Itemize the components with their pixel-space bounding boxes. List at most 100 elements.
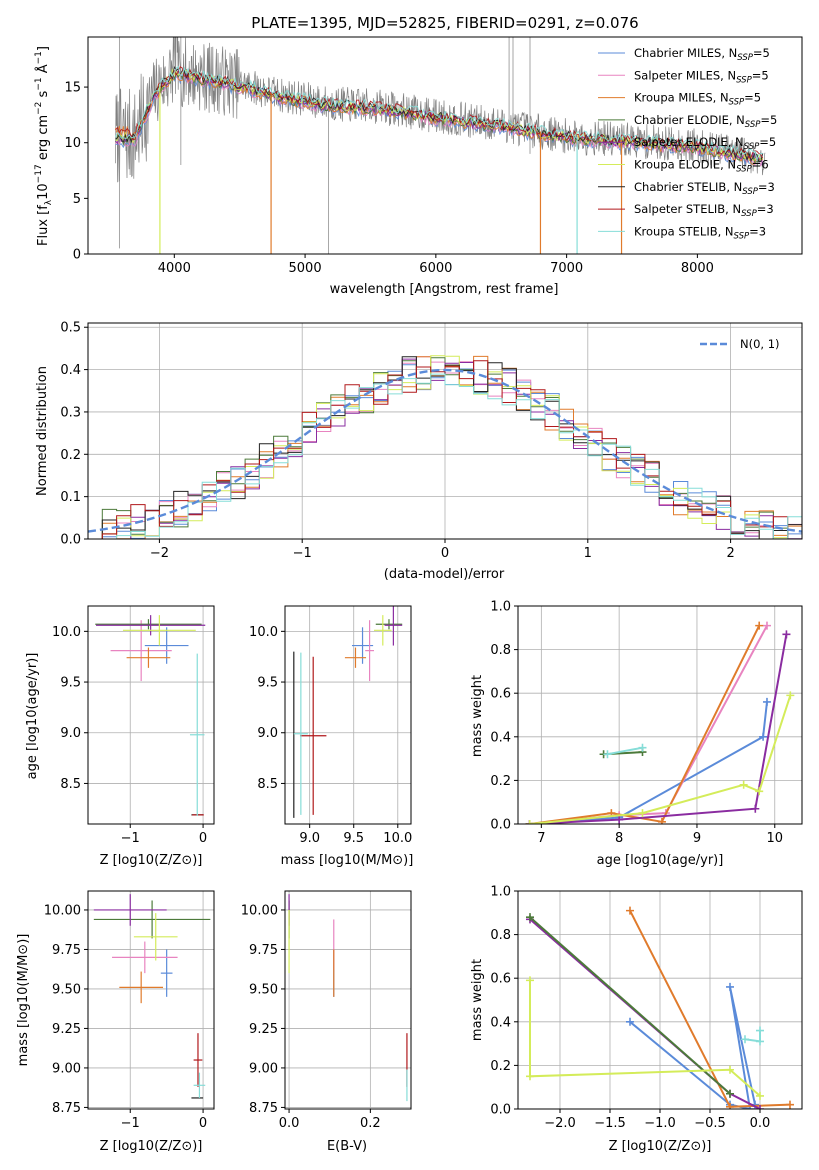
x-axis-label: Z [log10(Z/Z⊙)] (609, 1139, 712, 1154)
y-tick-label: 10.0 (52, 625, 81, 640)
x-tick-label: 9 (693, 831, 701, 846)
series-marker (526, 976, 534, 985)
legend-label-tail: =5 (760, 113, 777, 127)
x-tick-label: −1 (293, 546, 312, 561)
series-marker (786, 691, 795, 700)
series-marker (626, 1017, 634, 1026)
legend-label-tail: =5 (752, 68, 769, 82)
residual-histogram-series (88, 373, 802, 539)
x-tick-label: 2 (726, 546, 734, 561)
model-fit-line (115, 65, 764, 162)
model-fit-line (115, 65, 763, 162)
y-axis-label: mass weight (470, 675, 485, 757)
y-tick-label: 0.2 (490, 1059, 511, 1074)
x-tick-label: −2.0 (544, 1116, 576, 1131)
legend-label-tail: =3 (749, 224, 766, 238)
legend-label-base: Salpeter STELIB, N (634, 202, 741, 216)
legend-label-sub: SSP (734, 231, 750, 241)
x-axis-label: age [log10(age/yr)] (597, 853, 724, 868)
y-tick-label: 10.00 (44, 903, 81, 918)
series-marker (762, 621, 771, 630)
x-tick-label: 10 (766, 831, 783, 846)
x-tick-label: −2 (150, 546, 169, 561)
y-axis-label-part: Å (35, 64, 51, 77)
spectrum-panel: 4000 5000 6000 7000 8000 0 5 10 15 wavelength [An… (34, 36, 803, 297)
y-tick-label: 1.0 (490, 885, 511, 900)
y-axis-label-part: erg cm (36, 115, 51, 164)
mass-weight-vs-metallicity-panel: −2.0 −1.5 −1.0 −0.5 0.0 0.0 0.2 0.4 0.6 0.8 1.0 Z [… (470, 885, 803, 1154)
x-tick-label: 1 (584, 546, 592, 561)
legend-label-base: Chabrier ELODIE, N (634, 113, 745, 127)
axes-frame (87, 36, 803, 255)
legend-label: Salpeter STELIB, NSSP=3 (634, 202, 774, 219)
y-axis-label-part: λ (44, 199, 54, 205)
x-tick-label: 8 (615, 831, 623, 846)
y-tick-label: 9.50 (52, 982, 81, 997)
y-tick-label: 8.5 (257, 777, 278, 792)
legend-label: Salpeter MILES, NSSP=5 (634, 68, 769, 85)
x-tick-label: 7 (537, 831, 545, 846)
x-axis-label: wavelength [Angstrom, rest frame] (330, 282, 559, 297)
legend-label-base: Kroupa MILES, N (634, 91, 729, 105)
x-tick-label: 0 (199, 831, 207, 846)
legend-label-sub: SSP (742, 187, 758, 197)
x-tick-label: 9.5 (343, 831, 364, 846)
x-tick-label: 0.0 (750, 1116, 771, 1131)
y-axis-label-part: Flux [f (36, 205, 51, 246)
series-marker (726, 1102, 734, 1109)
plot-area (526, 906, 794, 1109)
mass-vs-metallicity-panel: −1 0 8.75 9.00 9.25 9.50 9.75 10.00 Z [log10(Z/Z… (16, 890, 215, 1154)
y-tick-label: 0.4 (490, 730, 511, 745)
series-marker (638, 743, 647, 752)
plot-area (93, 894, 211, 1099)
y-tick-label: 0.6 (490, 972, 511, 987)
series-marker (756, 1105, 764, 1109)
grid-lines (285, 891, 411, 1109)
series-marker (759, 732, 768, 741)
legend-label: N(0, 1) (740, 337, 780, 351)
x-tick-label: 0.2 (360, 1116, 381, 1131)
residual-histogram-panel: −2 −1 0 1 2 0.0 0.1 0.2 0.3 0.4 0.5 N(0, 1) (data-mo… (35, 321, 803, 582)
series-marker (755, 621, 764, 630)
y-axis-label-part: ] (36, 46, 51, 51)
y-tick-label: 0.2 (60, 448, 81, 463)
y-tick-label: 0.6 (490, 687, 511, 702)
series-marker (526, 1072, 534, 1081)
plot-area (293, 606, 403, 818)
y-axis-label: Flux [fλ10−17 erg cm−2 s−1 Å−1] (34, 46, 54, 246)
x-axis-label: mass [log10(M/M⊙)] (281, 853, 414, 868)
series-marker (751, 804, 760, 813)
legend-label-tail: =6 (752, 158, 769, 172)
series-marker (726, 1089, 734, 1098)
x-axis-label: E(B-V) (327, 1139, 367, 1154)
series-marker (726, 982, 734, 991)
x-tick-label: 4000 (158, 261, 191, 276)
normal-distribution-curve (88, 368, 802, 533)
legend-label: Kroupa ELODIE, NSSP=6 (634, 158, 769, 175)
legend-label-tail: =5 (753, 46, 770, 60)
x-tick-label: 7000 (550, 261, 583, 276)
y-tick-label: 0.8 (490, 643, 511, 658)
y-tick-label: 8.75 (52, 1101, 81, 1116)
legend-label: Salpeter ELODIE, NSSP=5 (634, 135, 776, 152)
x-axis-label: Z [log10(Z/Z⊙)] (100, 1139, 203, 1154)
x-tick-label: −1.0 (644, 1116, 676, 1131)
axes-frame (87, 890, 215, 1110)
y-tick-label: 0.0 (490, 818, 511, 833)
series-marker (526, 913, 534, 922)
legend-label: Chabrier MILES, NSSP=5 (634, 46, 770, 63)
legend-label-tail: =3 (757, 202, 774, 216)
legend-label-tail: =3 (758, 180, 775, 194)
y-tick-label: 0.0 (490, 1103, 511, 1118)
series-marker (615, 815, 624, 824)
legend-label-sub: SSP (745, 120, 761, 130)
x-tick-label: 10.0 (383, 831, 412, 846)
y-tick-label: 0.3 (60, 405, 81, 420)
age-vs-metallicity-panel: −1 0 8.5 9.0 9.5 10.0 Z [log10(Z/Z⊙)] age [log1… (25, 605, 215, 868)
y-tick-label: 9.25 (52, 1022, 81, 1037)
legend-label-sub: SSP (744, 142, 760, 152)
mass-weight-series (529, 695, 792, 824)
y-axis-label-part: −2 (34, 102, 44, 115)
y-tick-label: 8.75 (249, 1101, 278, 1116)
